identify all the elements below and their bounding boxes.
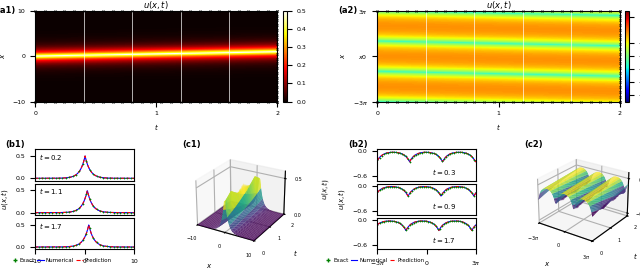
Y-axis label: $u(x,t)$: $u(x,t)$ [0,188,10,210]
Text: $t=1.7$: $t=1.7$ [39,221,63,230]
Text: (a1): (a1) [0,6,16,15]
Y-axis label: $t$: $t$ [633,251,637,261]
X-axis label: $t$: $t$ [154,122,159,132]
Text: (b2): (b2) [348,140,367,149]
Text: (c1): (c1) [182,140,201,149]
Legend: Exact, Numerical, Prediction: Exact, Numerical, Prediction [9,256,114,265]
Y-axis label: $t$: $t$ [293,248,298,258]
Text: $t=1.1$: $t=1.1$ [39,186,63,196]
Text: $t=0.9$: $t=0.9$ [432,201,456,211]
Text: (a2): (a2) [339,6,358,15]
Y-axis label: $x$: $x$ [0,53,7,59]
X-axis label: $x$: $x$ [206,262,212,268]
Title: $u(x,t)$: $u(x,t)$ [486,0,511,11]
X-axis label: $t$: $t$ [496,122,501,132]
Text: $t=1.7$: $t=1.7$ [432,236,455,245]
Text: $t=0.2$: $t=0.2$ [39,152,63,162]
Y-axis label: $u(x,t)$: $u(x,t)$ [336,188,348,210]
Text: (b1): (b1) [6,140,25,149]
X-axis label: $x$: $x$ [543,260,550,268]
Y-axis label: $x$: $x$ [339,53,347,59]
Text: (c2): (c2) [525,140,543,149]
Text: $t=0.3$: $t=0.3$ [432,167,456,177]
Title: $u(x,t)$: $u(x,t)$ [143,0,169,11]
Legend: Exact, Numerical, Prediction: Exact, Numerical, Prediction [323,256,428,265]
